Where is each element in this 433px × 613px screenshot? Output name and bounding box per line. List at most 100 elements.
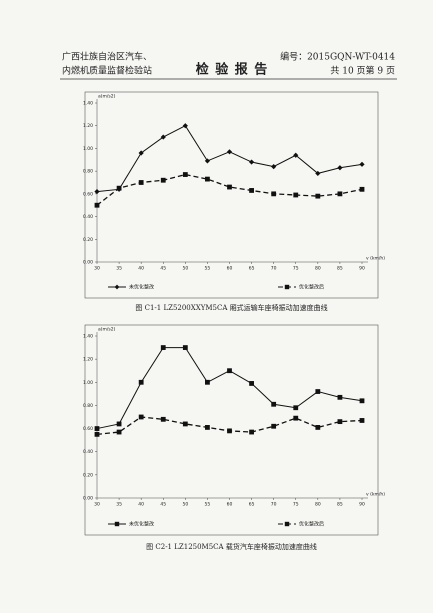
marker: [116, 429, 122, 435]
y-tick-label: 1.00: [83, 380, 93, 386]
y-tick-label: 0.00: [83, 496, 93, 502]
x-tick-label: 80: [315, 266, 321, 272]
marker: [359, 418, 365, 423]
y-tick-label: 1.40: [83, 101, 93, 107]
x-tick-label: 70: [271, 266, 277, 272]
x-tick-label: 85: [337, 502, 343, 508]
marker: [249, 188, 254, 193]
marker: [226, 149, 233, 155]
marker: [160, 177, 166, 183]
marker: [315, 170, 321, 177]
marker: [182, 172, 188, 177]
y-tick-label: 1.40: [83, 334, 93, 340]
marker: [138, 180, 144, 185]
marker: [249, 381, 254, 386]
org-line: 广西壮族自治区汽车、: [62, 51, 152, 63]
x-tick-label: 75: [293, 266, 299, 272]
y-tick-label: 1.00: [83, 146, 93, 152]
marker: [337, 165, 343, 171]
marker: [271, 164, 277, 170]
figure-caption: 图 C2-1 LZ1250M5CA 载货汽车座椅振动加速度曲线: [146, 542, 317, 551]
legend-marker: [114, 284, 120, 290]
legend-label: 未优化整改: [129, 284, 154, 291]
marker: [182, 421, 188, 427]
marker: [116, 185, 122, 191]
x-tick-label: 40: [138, 502, 144, 508]
marker: [293, 405, 299, 411]
x-tick-label: 45: [160, 502, 166, 508]
y-tick-label: 0.60: [83, 426, 93, 432]
x-tick-label: 50: [182, 502, 188, 508]
marker: [182, 345, 188, 350]
legend-label: 优化整改后: [299, 521, 324, 528]
marker: [94, 188, 100, 195]
marker: [116, 421, 122, 427]
marker: [293, 192, 299, 198]
marker: [337, 191, 343, 197]
x-tick-label: 55: [205, 502, 211, 508]
x-tick-label: 90: [359, 502, 365, 508]
marker: [205, 425, 210, 430]
y-tick-label: 0.80: [83, 169, 93, 175]
x-tick-label: 75: [293, 502, 299, 508]
marker: [359, 161, 365, 167]
chart-frame: [84, 91, 379, 299]
series-line: [96, 347, 363, 430]
x-tick-label: 65: [249, 502, 255, 508]
y-tick-label: 0.40: [83, 214, 93, 220]
legend-marker: [114, 521, 120, 527]
report-number: 编号：2015GQN-WT-0414: [280, 51, 395, 63]
marker: [204, 158, 211, 164]
x-tick-label: 90: [359, 266, 365, 272]
marker: [293, 415, 299, 421]
marker: [337, 419, 343, 425]
x-tick-label: 50: [182, 266, 188, 272]
marker: [94, 202, 100, 208]
report-title: 检 验 报 告: [196, 62, 269, 78]
marker: [94, 431, 100, 437]
marker: [138, 414, 144, 420]
marker: [337, 394, 343, 400]
x-axis-label: v (km/h): [366, 492, 385, 498]
x-tick-label: 55: [205, 266, 211, 272]
legend-marker: [284, 521, 290, 527]
x-tick-label: 60: [227, 266, 233, 272]
y-tick-label: 1.20: [83, 357, 93, 363]
marker: [138, 379, 144, 385]
x-tick-label: 30: [94, 266, 100, 272]
marker: [205, 379, 210, 385]
y-tick-label: 0.40: [83, 449, 93, 455]
x-tick-label: 85: [337, 266, 343, 272]
marker: [359, 186, 365, 192]
marker: [315, 193, 321, 199]
marker: [138, 150, 144, 156]
marker: [160, 416, 166, 422]
y-tick-label: 0.80: [83, 403, 93, 409]
x-tick-label: 35: [116, 502, 122, 508]
marker: [160, 134, 166, 140]
y-axis-label: a(m/s2): [98, 94, 116, 100]
x-tick-label: 40: [138, 266, 144, 272]
y-tick-label: 1.20: [83, 123, 93, 129]
x-tick-label: 45: [160, 266, 166, 272]
legend-label: 未优化整改: [129, 521, 154, 528]
y-tick-label: 0.20: [83, 472, 93, 478]
marker: [315, 389, 321, 394]
x-tick-label: 65: [249, 266, 255, 272]
series-line: [96, 173, 363, 206]
page-count: 共 10 页第 9 页: [330, 65, 395, 77]
chart-frame: [84, 324, 379, 536]
marker: [271, 423, 277, 429]
x-axis-label: v (km/h): [366, 256, 385, 262]
figure-caption: 图 C1-1 LZ5200XXYM5CA 厢式运输车座椅振动加速度曲线: [135, 303, 327, 312]
org-line: 内燃机质量监督检验站: [62, 65, 152, 77]
y-tick-label: 0.00: [83, 260, 93, 266]
y-axis-label: a(m/s2): [98, 327, 116, 333]
marker: [160, 345, 166, 350]
x-tick-label: 70: [271, 502, 277, 508]
x-tick-label: 60: [227, 502, 233, 508]
marker: [227, 428, 232, 434]
y-tick-label: 0.20: [83, 237, 93, 243]
